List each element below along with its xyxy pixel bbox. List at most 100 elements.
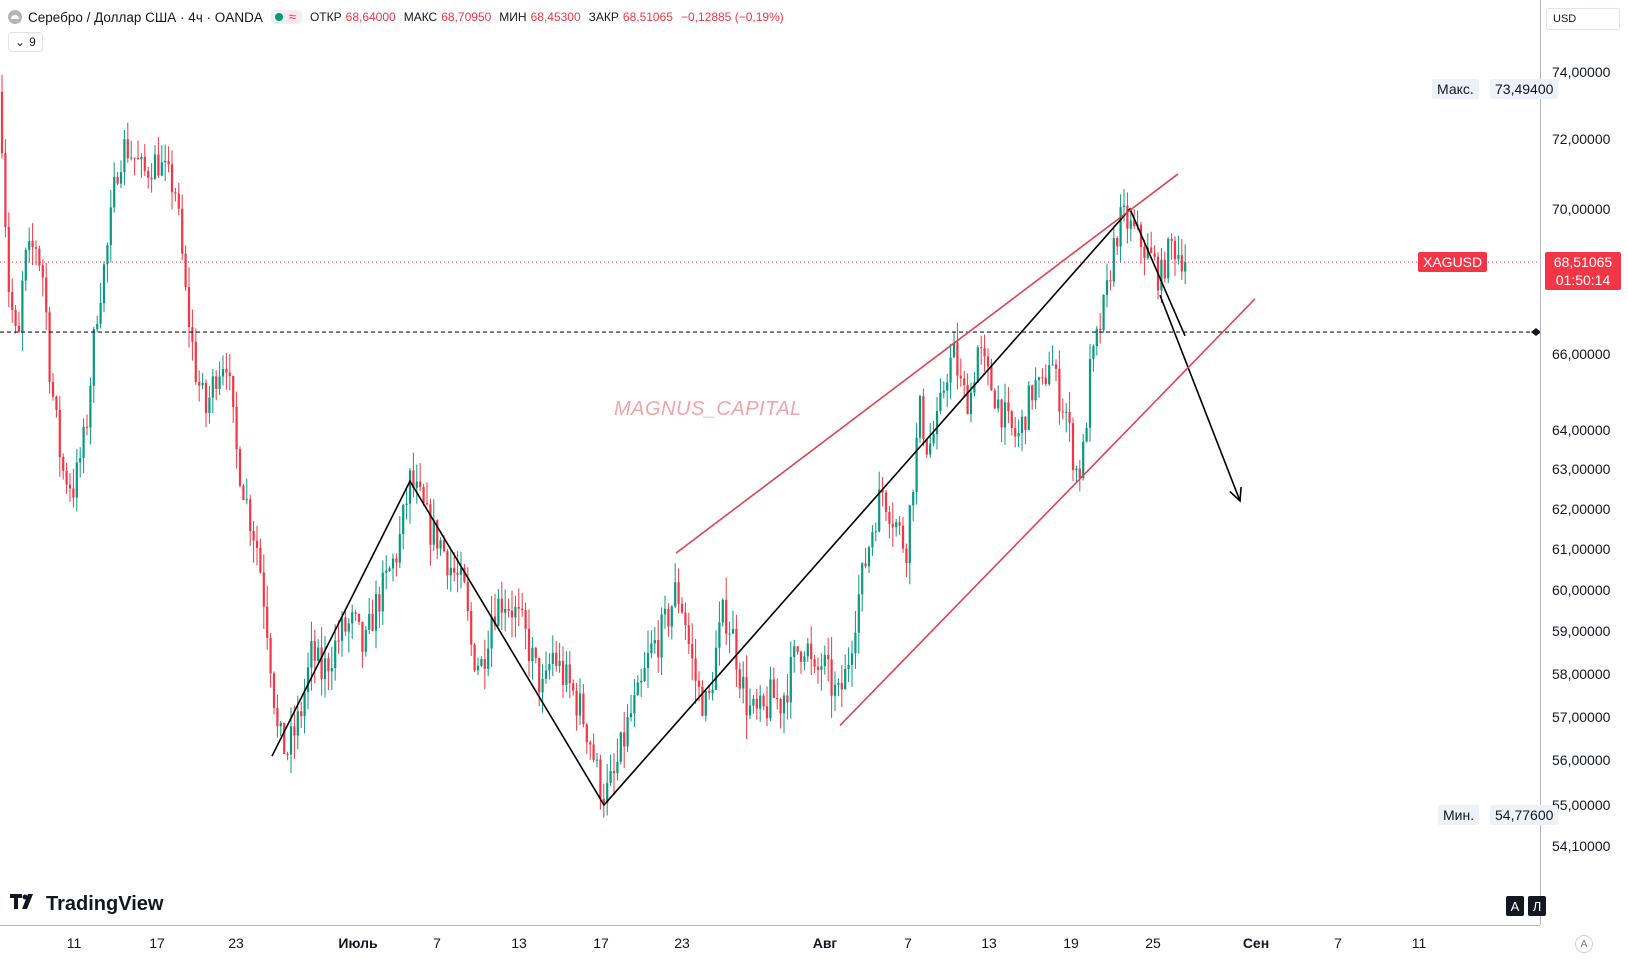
- axis-settings-button[interactable]: A: [1575, 935, 1593, 953]
- candle-body: [402, 504, 405, 535]
- drawing-tools[interactable]: [271, 173, 1256, 807]
- candle-body: [1180, 255, 1183, 272]
- candle-body: [449, 567, 452, 576]
- candle-body: [72, 488, 75, 498]
- candle-body: [1167, 238, 1170, 279]
- candle-body: [58, 409, 61, 457]
- candle-body: [745, 677, 748, 716]
- candle-body: [65, 470, 68, 485]
- time-tick-label: 7: [1334, 935, 1342, 951]
- candle-body: [351, 612, 354, 624]
- candle-body: [1068, 411, 1071, 424]
- candle-body: [1146, 247, 1149, 259]
- candle-body: [721, 599, 724, 623]
- candle-body: [1000, 399, 1003, 428]
- wave-icon: ≈: [286, 9, 298, 24]
- tradingview-logo[interactable]: TradingView: [10, 891, 163, 917]
- candle-body: [347, 623, 350, 632]
- price-tick-label: 54,10000: [1552, 837, 1611, 854]
- candle-body: [453, 567, 456, 573]
- price-tick-label: 55,00000: [1552, 797, 1611, 813]
- candle-body: [1020, 416, 1024, 433]
- candle-body: [714, 647, 718, 690]
- candle-body: [1133, 220, 1136, 226]
- candle-body: [796, 646, 799, 652]
- candle-body: [289, 726, 293, 755]
- candle-body: [704, 691, 707, 716]
- candle-body: [895, 522, 898, 528]
- price-tick-label: 59,00000: [1552, 623, 1611, 640]
- candle-body: [660, 614, 663, 658]
- time-tick-label: 11: [1411, 935, 1427, 951]
- candle-body: [993, 390, 996, 409]
- indicators-collapse-button[interactable]: ⌄ 9: [8, 32, 43, 52]
- max-label-tag: Макс.: [1432, 78, 1479, 99]
- candle-body: [354, 612, 357, 614]
- candle-body: [667, 608, 670, 627]
- candle-body: [31, 241, 34, 248]
- candle-body: [497, 598, 500, 626]
- candle-body: [612, 771, 616, 774]
- auto-scale-button[interactable]: A: [1506, 896, 1524, 916]
- candle-body: [470, 611, 473, 645]
- candle-body: [551, 652, 554, 664]
- price-axis[interactable]: [1540, 0, 1628, 925]
- candle-body: [623, 732, 626, 747]
- candle-body: [728, 633, 731, 635]
- candle-body: [1075, 468, 1078, 471]
- candle-body: [626, 717, 629, 747]
- candle-body: [1037, 377, 1041, 381]
- candle-body: [62, 456, 65, 471]
- candle-body: [677, 582, 680, 604]
- min-value-tag: 54,77600: [1490, 805, 1559, 826]
- change-value: −0,12885 (−0,19%): [680, 10, 784, 24]
- candle-body: [218, 376, 221, 389]
- candle-body: [769, 679, 772, 719]
- tradingview-logo-icon: [10, 891, 40, 917]
- log-scale-button[interactable]: Л: [1528, 896, 1546, 916]
- time-axis[interactable]: [0, 925, 1540, 964]
- candle-body: [21, 280, 24, 332]
- candle-body: [738, 669, 741, 689]
- candle-body: [126, 139, 129, 159]
- candle-body: [670, 606, 673, 627]
- candle-body: [1082, 441, 1085, 479]
- symbol-title[interactable]: Серебро / Доллар США · 4ч · OANDA: [28, 9, 263, 25]
- candle-body: [599, 759, 602, 799]
- candle-body: [1061, 411, 1064, 413]
- candle-body: [92, 329, 95, 386]
- candle-body: [956, 342, 959, 376]
- candle-body: [572, 683, 575, 691]
- candle-body: [762, 695, 765, 707]
- candle-body: [708, 691, 711, 694]
- open-key: ОТКР: [309, 10, 342, 24]
- candle-body: [575, 690, 578, 716]
- candle-body: [578, 693, 582, 716]
- candle-body: [116, 176, 119, 184]
- candle-body: [221, 368, 225, 377]
- silver-symbol-icon: [8, 10, 22, 24]
- candle-body: [68, 484, 72, 489]
- candle-body: [164, 160, 167, 163]
- candle-body: [589, 742, 592, 745]
- candle-body: [75, 462, 78, 498]
- candle-body: [925, 439, 928, 455]
- candle-body: [752, 698, 755, 706]
- candle-body: [935, 411, 939, 435]
- last-price-box: 68,51065 01:50:14: [1545, 252, 1621, 291]
- candle-body: [136, 157, 140, 160]
- candle-body: [878, 489, 881, 532]
- candle-body: [4, 153, 7, 227]
- status-pill[interactable]: ≈: [270, 9, 302, 24]
- time-tick-label: 17: [593, 935, 609, 951]
- candle-body: [398, 534, 401, 563]
- candle-body: [691, 643, 694, 659]
- price-chart[interactable]: [0, 0, 1540, 925]
- candle-body: [779, 699, 782, 714]
- currency-selector[interactable]: USD: [1546, 8, 1620, 30]
- time-tick-label: 7: [904, 935, 912, 951]
- candle-body: [106, 245, 109, 265]
- candle-body: [595, 759, 599, 761]
- candle-body: [1126, 205, 1129, 229]
- candle-body: [14, 309, 17, 326]
